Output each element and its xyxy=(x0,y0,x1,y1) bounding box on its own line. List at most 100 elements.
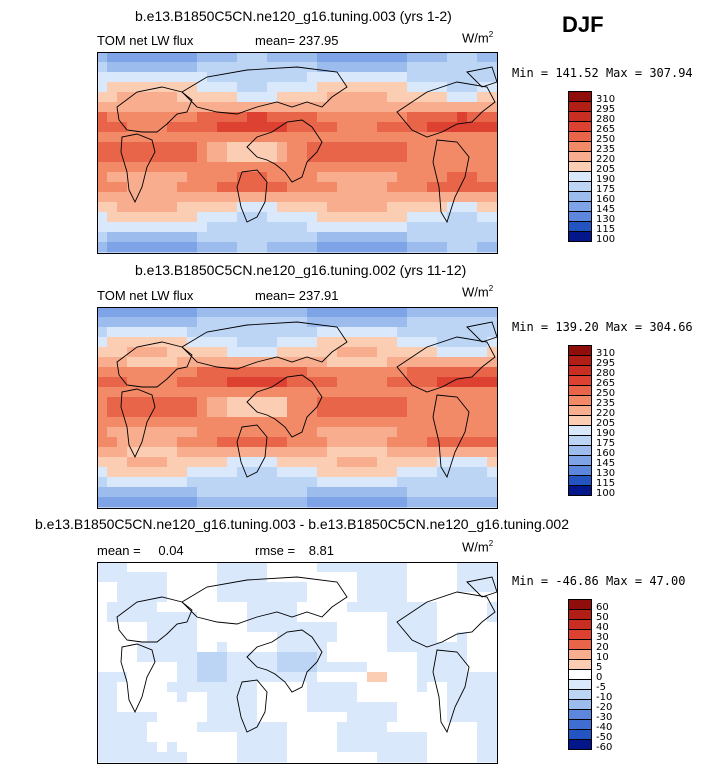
field-cell xyxy=(477,242,488,253)
field-cell xyxy=(147,232,158,243)
field-cell xyxy=(157,682,168,693)
panel-3-title: b.e13.B1850C5CN.ne120_g16.tuning.003 - b… xyxy=(35,516,569,532)
field-cell xyxy=(217,602,228,613)
field-cell xyxy=(417,92,428,103)
field-cell xyxy=(257,722,268,733)
field-cell xyxy=(107,632,118,643)
field-cell xyxy=(387,212,398,223)
field-cell xyxy=(347,417,358,428)
field-cell xyxy=(377,672,388,683)
field-cell xyxy=(407,357,418,368)
field-cell xyxy=(467,92,478,103)
colorbar-tick-label: 265 xyxy=(596,378,616,389)
field-cell xyxy=(237,397,248,408)
field-cell xyxy=(107,742,118,753)
field-cell xyxy=(367,602,378,613)
field-cell xyxy=(307,397,318,408)
field-cell xyxy=(237,212,248,223)
field-cell xyxy=(257,72,268,83)
field-cell xyxy=(427,652,438,663)
field-cell xyxy=(307,132,318,143)
field-cell xyxy=(347,132,358,143)
field-cell xyxy=(227,347,238,358)
field-cell xyxy=(167,222,178,233)
field-cell xyxy=(347,327,358,338)
field-cell xyxy=(377,407,388,418)
field-cell xyxy=(137,682,148,693)
field-cell xyxy=(417,357,428,368)
field-cell xyxy=(257,427,268,438)
field-cell xyxy=(127,612,138,623)
field-cell xyxy=(327,202,338,213)
field-cell xyxy=(457,82,468,93)
field-cell xyxy=(197,122,208,133)
field-cell xyxy=(117,182,128,193)
field-cell xyxy=(287,72,298,83)
field-cell xyxy=(227,742,238,753)
field-cell xyxy=(267,132,278,143)
field-cell xyxy=(287,172,298,183)
field-cell xyxy=(157,622,168,633)
field-cell xyxy=(97,327,108,338)
panel-2-colorbar: 310 295 280 265 250 235 220 205 190 175 160 145 130 1… xyxy=(568,345,615,499)
field-cell xyxy=(307,317,318,328)
field-cell xyxy=(257,752,268,763)
field-cell xyxy=(377,152,388,163)
field-cell xyxy=(217,662,228,673)
field-cell xyxy=(207,112,218,123)
field-cell xyxy=(197,377,208,388)
field-cell xyxy=(317,212,328,223)
field-cell xyxy=(377,732,388,743)
field-cell xyxy=(467,487,478,498)
panel-2-map xyxy=(97,307,498,509)
field-cell xyxy=(417,427,428,438)
field-cell xyxy=(457,682,468,693)
field-cell xyxy=(187,182,198,193)
field-cell xyxy=(427,357,438,368)
field-cell xyxy=(177,742,188,753)
field-cell xyxy=(357,447,368,458)
field-cell xyxy=(447,242,458,253)
colorbar-tick-label: 115 xyxy=(596,478,616,489)
field-cell xyxy=(227,457,238,468)
field-cell xyxy=(417,347,428,358)
field-cell xyxy=(127,317,138,328)
field-cell xyxy=(237,722,248,733)
field-cell xyxy=(187,562,198,573)
field-cell xyxy=(127,642,138,653)
field-cell xyxy=(267,357,278,368)
field-cell xyxy=(317,317,328,328)
field-cell xyxy=(377,192,388,203)
field-cell xyxy=(247,337,258,348)
field-cell xyxy=(227,132,238,143)
field-cell xyxy=(277,307,288,318)
field-cell xyxy=(357,407,368,418)
field-cell xyxy=(247,232,258,243)
field-cell xyxy=(257,317,268,328)
field-cell xyxy=(347,202,358,213)
field-cell xyxy=(277,572,288,583)
field-cell xyxy=(347,562,358,573)
field-cell xyxy=(97,642,108,653)
field-cell xyxy=(307,582,318,593)
field-cell xyxy=(97,752,108,763)
field-cell xyxy=(297,307,308,318)
field-cell xyxy=(157,662,168,673)
field-cell xyxy=(337,612,348,623)
field-cell xyxy=(197,367,208,378)
field-cell xyxy=(107,82,118,93)
field-cell xyxy=(417,437,428,448)
field-cell xyxy=(257,477,268,488)
field-cell xyxy=(137,447,148,458)
field-cell xyxy=(207,202,218,213)
coastline xyxy=(246,374,323,438)
field-cell xyxy=(177,172,188,183)
field-cell xyxy=(287,232,298,243)
field-cell xyxy=(427,437,438,448)
field-cell xyxy=(247,347,258,358)
field-cell xyxy=(107,592,118,603)
field-cell xyxy=(207,317,218,328)
field-cell xyxy=(447,367,458,378)
field-cell xyxy=(147,682,158,693)
field-cell xyxy=(327,377,338,388)
